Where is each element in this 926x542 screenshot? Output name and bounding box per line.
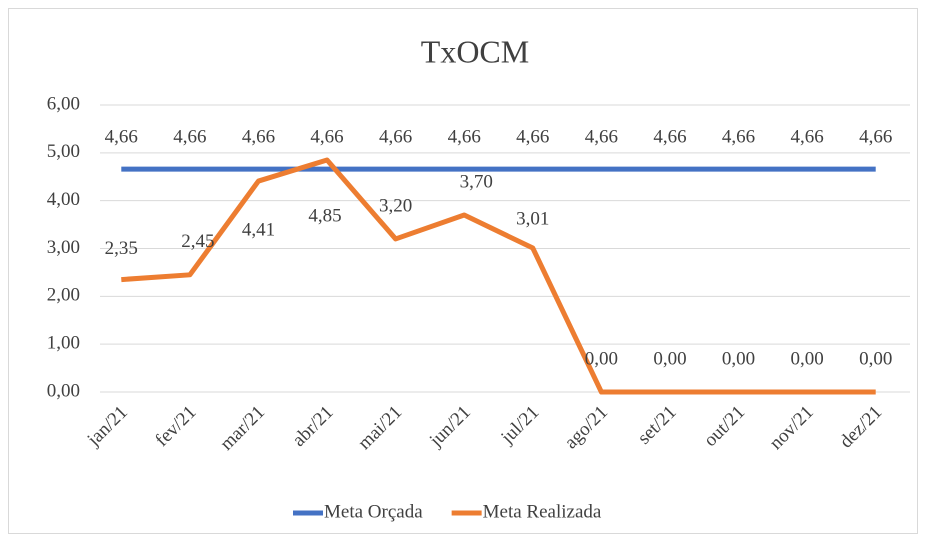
data-label: 4,66 (516, 126, 549, 147)
data-label: 0,00 (859, 348, 892, 369)
data-label: 3,01 (516, 208, 549, 229)
y-tick-label: 4,00 (47, 189, 80, 210)
y-tick-label: 1,00 (47, 333, 80, 354)
y-tick-label: 6,00 (47, 93, 80, 114)
y-tick-label: 2,00 (47, 285, 80, 306)
data-label: 4,66 (653, 126, 686, 147)
data-label: 4,66 (791, 126, 824, 147)
y-tick-label: 3,00 (47, 237, 80, 258)
data-label: 4,85 (308, 205, 341, 226)
data-label: 3,70 (460, 171, 493, 192)
data-label: 4,66 (859, 126, 892, 147)
data-label: 4,66 (105, 126, 138, 147)
data-label: 0,00 (585, 348, 618, 369)
data-label: 2,35 (105, 238, 138, 259)
data-label: 4,66 (585, 126, 618, 147)
y-tick-label: 5,00 (47, 141, 80, 162)
legend-label: Meta Realizada (483, 501, 602, 522)
line-series (121, 157, 876, 395)
chart-title: TxOCM (421, 33, 529, 69)
data-label: 4,66 (310, 126, 343, 147)
data-label: 3,20 (379, 195, 412, 216)
legend-label: Meta Orçada (324, 501, 423, 522)
data-label: 0,00 (653, 348, 686, 369)
data-label: 4,41 (242, 219, 275, 240)
chart-border (8, 8, 918, 534)
data-label: 4,66 (379, 126, 412, 147)
data-label: 4,66 (448, 126, 481, 147)
data-label: 4,66 (722, 126, 755, 147)
data-label: 4,66 (242, 126, 275, 147)
data-label: 0,00 (722, 348, 755, 369)
data-label: 0,00 (791, 348, 824, 369)
data-label: 2,45 (181, 231, 214, 252)
data-label: 4,66 (173, 126, 206, 147)
y-tick-label: 0,00 (47, 380, 80, 401)
